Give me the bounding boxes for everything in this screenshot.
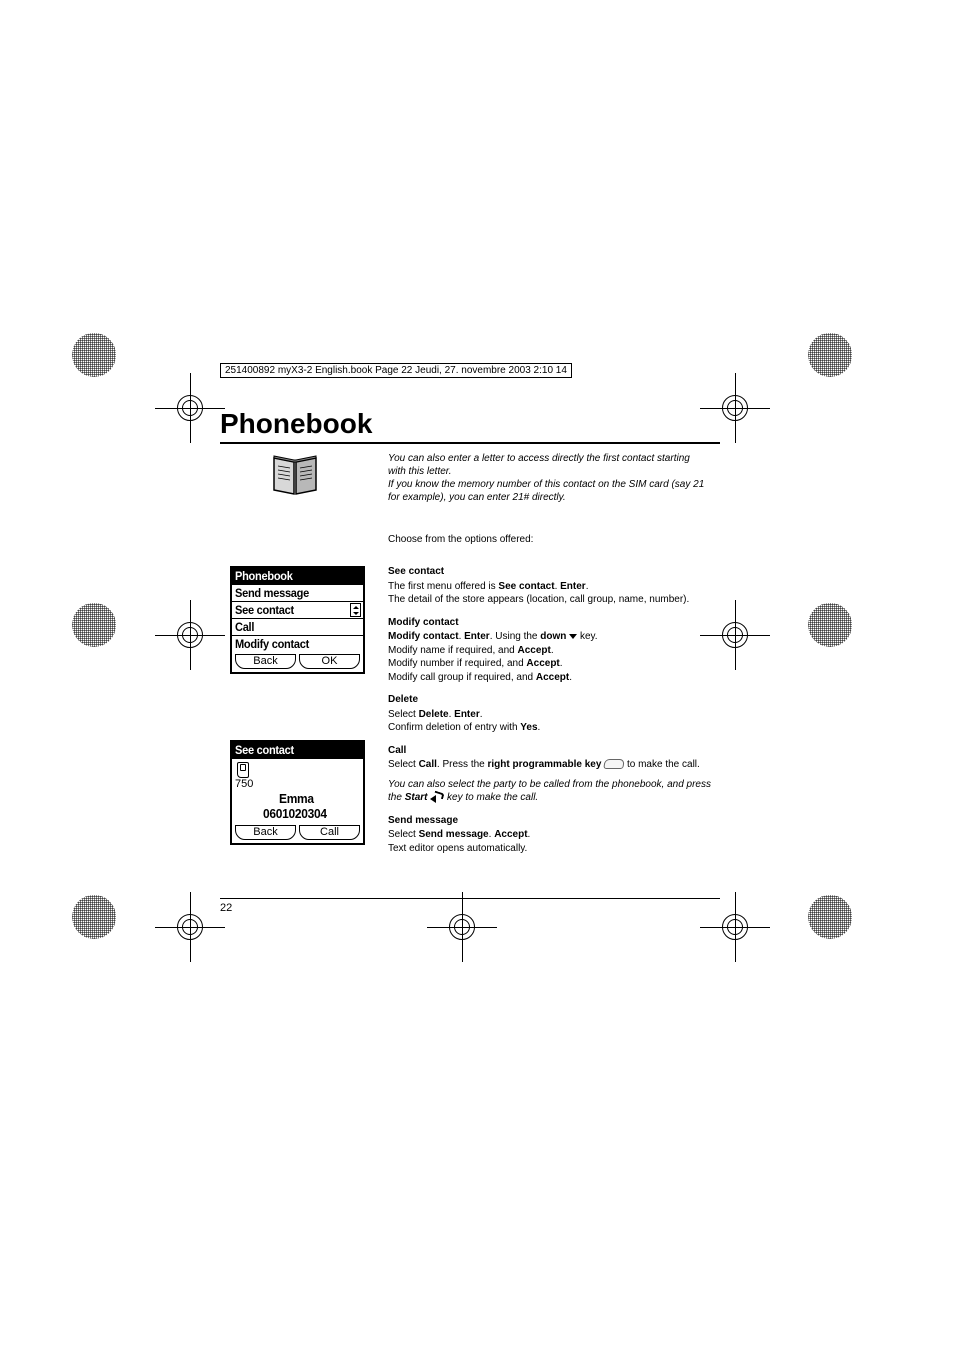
intro-text: You can also enter a letter to access di… xyxy=(388,452,708,504)
screen1-item-2: Call xyxy=(232,618,363,635)
modify-contact-l1: Modify contact. Enter. Using the down ke… xyxy=(388,630,714,644)
registration-mark-icon xyxy=(175,393,205,423)
screen2-softkey-right: Call xyxy=(299,825,360,840)
screen2-softkey-left: Back xyxy=(235,825,296,840)
pdf-header-line: 251400892 myX3-2 English.book Page 22 Je… xyxy=(220,363,572,378)
see-contact-l2: The detail of the store appears (locatio… xyxy=(388,593,714,607)
hatch-circle-icon xyxy=(808,603,852,647)
phone-screen-phonebook: Phonebook Send message See contact Call … xyxy=(230,566,365,674)
modify-contact-heading: Modify contact xyxy=(388,616,714,630)
screen1-softkey-right: OK xyxy=(299,654,360,669)
phone-screen-see-contact: See contact 750 Emma 0601020304 Back Cal… xyxy=(230,740,365,845)
see-contact-heading: See contact xyxy=(388,565,714,579)
screen1-title: Phonebook xyxy=(232,568,363,584)
call-tip: You can also select the party to be call… xyxy=(388,778,714,805)
intro-p1: You can also enter a letter to access di… xyxy=(388,452,708,478)
hatch-circle-icon xyxy=(808,895,852,939)
screen2-number: 0601020304 xyxy=(235,806,360,821)
send-message-l2: Text editor opens automatically. xyxy=(388,842,714,856)
registration-mark-icon xyxy=(447,912,477,942)
scroll-spinner-icon xyxy=(350,603,361,617)
screen1-softkey-left: Back xyxy=(235,654,296,669)
send-message-heading: Send message xyxy=(388,814,714,828)
call-heading: Call xyxy=(388,744,714,758)
hatch-circle-icon xyxy=(72,603,116,647)
screen1-item-1: See contact xyxy=(232,601,363,618)
down-arrow-icon xyxy=(569,634,577,639)
registration-mark-icon xyxy=(720,393,750,423)
softkey-icon xyxy=(604,759,625,769)
screen2-name: Emma xyxy=(235,791,360,806)
registration-mark-icon xyxy=(175,912,205,942)
modify-contact-l4: Modify call group if required, and Accep… xyxy=(388,671,714,685)
start-key-icon xyxy=(430,792,444,802)
call-l1: Select Call. Press the right programmabl… xyxy=(388,758,714,772)
hatch-circle-icon xyxy=(808,333,852,377)
screen2-mem: 750 xyxy=(235,778,360,791)
hatch-circle-icon xyxy=(72,895,116,939)
sim-card-icon xyxy=(237,762,249,778)
registration-mark-icon xyxy=(720,912,750,942)
modify-contact-l3: Modify number if required, and Accept. xyxy=(388,657,714,671)
body-text: See contact The first menu offered is Se… xyxy=(388,556,714,855)
see-contact-l1: The first menu offered is See contact. E… xyxy=(388,580,714,594)
registration-mark-icon xyxy=(175,620,205,650)
page-content: 251400892 myX3-2 English.book Page 22 Je… xyxy=(220,360,720,458)
page-number: 22 xyxy=(220,898,720,914)
choose-label: Choose from the options offered: xyxy=(388,534,533,545)
delete-l2: Confirm deletion of entry with Yes. xyxy=(388,721,714,735)
phonebook-icon xyxy=(270,452,320,496)
screen1-item-3: Modify contact xyxy=(232,635,363,652)
registration-mark-icon xyxy=(720,620,750,650)
modify-contact-l2: Modify name if required, and Accept. xyxy=(388,644,714,658)
send-message-l1: Select Send message. Accept. xyxy=(388,828,714,842)
delete-heading: Delete xyxy=(388,693,714,707)
delete-l1: Select Delete. Enter. xyxy=(388,708,714,722)
page-title: Phonebook xyxy=(220,408,720,444)
screen1-item-0: Send message xyxy=(232,584,363,601)
intro-p2: If you know the memory number of this co… xyxy=(388,478,708,504)
screen2-title: See contact xyxy=(232,742,363,758)
hatch-circle-icon xyxy=(72,333,116,377)
